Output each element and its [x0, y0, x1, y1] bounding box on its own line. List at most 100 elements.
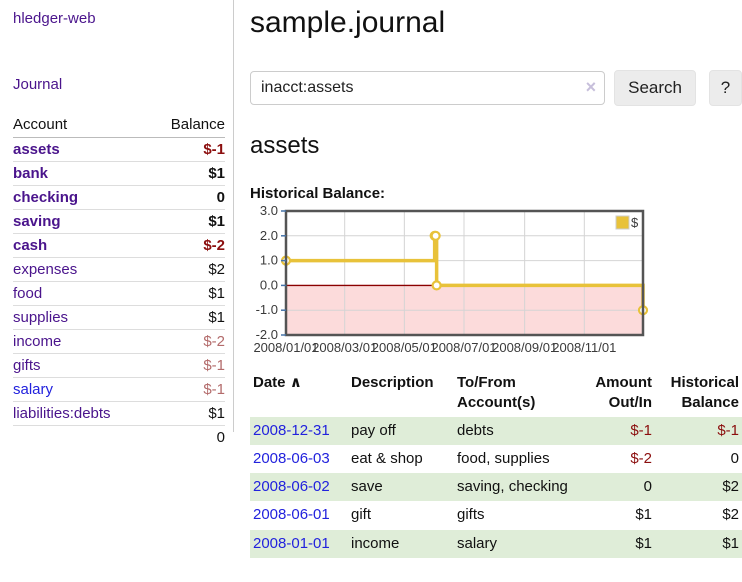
transaction-balance: $2: [722, 506, 739, 524]
transaction-accounts: salary: [457, 534, 498, 552]
register-row: 2008-12-31 pay off debts $-1 $-1: [250, 416, 742, 445]
svg-text:2008/07/01: 2008/07/01: [431, 340, 496, 355]
register-header-row: Date ∧ Description To/From Account(s) Am…: [250, 370, 742, 417]
sidebar-item-journal[interactable]: Journal: [13, 76, 63, 93]
transaction-accounts: debts: [457, 421, 494, 439]
account-row-income: income $-2: [13, 329, 225, 354]
search-box: ×: [250, 71, 606, 105]
transaction-description: save: [351, 478, 383, 495]
register-header-amount: Amount Out/In: [595, 374, 652, 412]
account-row-gifts: gifts $-1: [13, 353, 225, 378]
search-input[interactable]: [250, 71, 606, 105]
transaction-amount: $1: [635, 506, 652, 524]
transaction-accounts: gifts: [457, 506, 485, 524]
account-link-liabilities-debts[interactable]: liabilities:debts: [13, 405, 111, 422]
search-button[interactable]: Search: [614, 70, 696, 106]
transaction-date-link[interactable]: 2008-12-31: [253, 421, 330, 439]
account-row-saving: saving $1: [13, 209, 225, 234]
register-row: 2008-01-01 income salary $1 $1: [250, 529, 742, 558]
transaction-amount: $-2: [630, 449, 652, 467]
svg-text:$: $: [631, 215, 639, 230]
svg-text:3.0: 3.0: [260, 206, 278, 218]
account-link-salary[interactable]: salary: [13, 381, 54, 398]
account-link-saving[interactable]: saving: [13, 213, 61, 230]
svg-text:2008/01/01: 2008/01/01: [253, 340, 318, 355]
account-balance: $1: [149, 281, 225, 306]
register-header-balance: Historical Balance: [670, 374, 739, 412]
accounts-table-header: Account Balance: [13, 113, 225, 138]
account-balance: $2: [149, 257, 225, 282]
account-link-assets[interactable]: assets: [13, 141, 60, 158]
register-row: 2008-06-03 eat & shop food, supplies $-2…: [250, 445, 742, 473]
account-balance: $-2: [149, 329, 225, 354]
transaction-balance: $1: [722, 534, 739, 552]
svg-text:2.0: 2.0: [260, 228, 278, 243]
sidebar: hledger-web Journal Account Balance asse…: [0, 0, 234, 449]
transaction-accounts: saving, checking: [457, 478, 568, 495]
register-table: Date ∧ Description To/From Account(s) Am…: [250, 370, 742, 558]
accounts-header-account: Account: [13, 113, 150, 138]
svg-text:0.0: 0.0: [260, 277, 278, 292]
svg-text:2008/03/01: 2008/03/01: [312, 340, 377, 355]
accounts-total-row: 0: [13, 425, 225, 449]
account-balance: $1: [149, 305, 225, 330]
account-balance: $-1: [149, 377, 225, 402]
account-link-bank[interactable]: bank: [13, 165, 49, 182]
account-link-income[interactable]: income: [13, 333, 62, 350]
account-balance: $-1: [149, 353, 225, 378]
svg-text:1.0: 1.0: [260, 253, 278, 268]
svg-text:2008/11/01: 2008/11/01: [552, 340, 616, 355]
account-link-food[interactable]: food: [13, 285, 43, 302]
register-header-date[interactable]: Date ∧: [253, 374, 302, 391]
clear-search-icon[interactable]: ×: [585, 77, 597, 97]
chart-canvas: $3.0 2.0 1.0 0.0 -1.0 -2.02008/01/012008/03/0…: [253, 206, 649, 355]
svg-text:2008/05/01: 2008/05/01: [372, 340, 437, 355]
transaction-balance: 0: [730, 449, 739, 467]
transaction-accounts: food, supplies: [457, 449, 550, 467]
transaction-date-link[interactable]: 2008-01-01: [253, 534, 330, 552]
account-balance: $1: [149, 161, 225, 186]
transaction-balance: $-1: [717, 421, 739, 439]
app-title-link[interactable]: hledger-web: [13, 10, 96, 27]
register-header-description: Description: [351, 374, 434, 391]
account-row-assets: assets $-1: [13, 137, 225, 162]
sort-up-icon: ∧: [289, 374, 302, 391]
account-balance: $1: [149, 401, 225, 426]
account-heading: assets: [250, 132, 320, 159]
transaction-description: gift: [351, 506, 372, 524]
account-row-cash: cash $-2: [13, 233, 225, 258]
accounts-total-value: 0: [149, 425, 225, 449]
transaction-date-link[interactable]: 2008-06-03: [253, 449, 330, 467]
help-button[interactable]: ?: [709, 70, 742, 106]
transaction-balance: $2: [722, 478, 739, 495]
transaction-description: eat & shop: [351, 449, 423, 467]
account-link-gifts[interactable]: gifts: [13, 357, 41, 374]
account-link-cash[interactable]: cash: [13, 237, 48, 254]
account-balance: 0: [149, 185, 225, 210]
register-header-accounts: To/From Account(s): [457, 374, 536, 412]
historical-balance-chart: $3.0 2.0 1.0 0.0 -1.0 -2.0 2008/01/01 2008/03/0…: [250, 206, 742, 356]
transaction-date-link[interactable]: 2008-06-02: [253, 478, 330, 495]
account-balance: $-2: [149, 233, 225, 258]
account-link-checking[interactable]: checking: [13, 189, 79, 206]
account-balance: $-1: [149, 137, 225, 162]
transaction-amount: $1: [635, 534, 652, 552]
page: hledger-web Journal Account Balance asse…: [0, 0, 742, 558]
svg-text:-2.0: -2.0: [256, 327, 278, 342]
svg-text:-1.0: -1.0: [256, 302, 278, 317]
account-link-expenses[interactable]: expenses: [13, 261, 78, 278]
account-row-liabilities-debts: liabilities:debts $1: [13, 401, 225, 426]
transaction-description: income: [351, 534, 400, 552]
page-title: sample.journal: [250, 6, 446, 39]
account-row-food: food $1: [13, 281, 225, 306]
account-link-supplies[interactable]: supplies: [13, 309, 69, 326]
account-balance: $1: [149, 209, 225, 234]
transaction-amount: 0: [643, 478, 652, 495]
transaction-amount: $-1: [630, 421, 652, 439]
register-row: 2008-06-02 save saving, checking 0 $2: [250, 473, 742, 502]
search-bar: × Search ?: [250, 70, 742, 106]
transaction-date-link[interactable]: 2008-06-01: [253, 506, 330, 524]
transaction-description: pay off: [351, 421, 396, 439]
main-content: sample.journal × Search ? assets Histori…: [234, 0, 742, 558]
account-row-bank: bank $1: [13, 161, 225, 186]
